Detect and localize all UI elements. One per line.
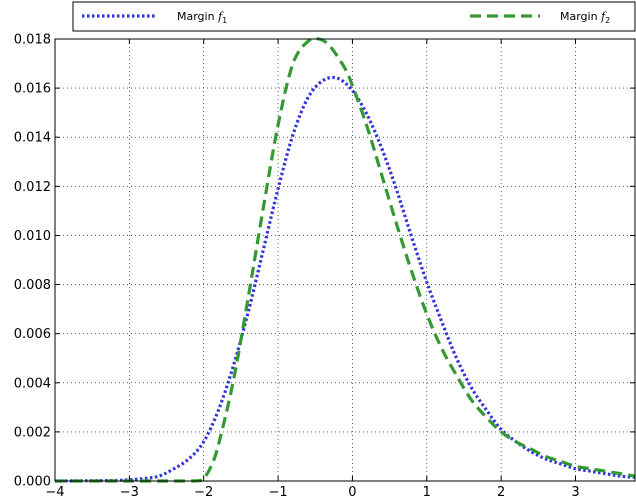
y-tick-label: 0.006 [14,327,51,342]
legend-box [72,1,636,32]
x-tick-label: −1 [268,485,287,500]
x-tick-label: −4 [45,485,64,500]
x-tick-label: 3 [571,485,579,500]
y-tick-label: 0.016 [14,82,51,97]
y-tick-label: 0.018 [14,33,51,48]
x-tick-label: 1 [423,485,431,500]
series-line-2 [55,36,636,483]
grid-layer [54,38,635,482]
y-tick-label: 0.000 [14,475,51,490]
plot-frame [54,38,636,482]
legend-label-1: Margin f1 [177,10,227,25]
y-tick-label: 0.004 [14,376,51,391]
y-tick-label: 0.010 [14,229,51,244]
y-tick-label: 0.014 [14,131,51,146]
y-tick-label: 0.002 [14,425,51,440]
legend-label-2: Margin f2 [560,10,610,25]
series-line-1 [54,75,636,483]
x-tick-label: 0 [348,485,356,500]
y-tick-label: 0.008 [14,278,51,293]
x-tick-label: 2 [497,485,505,500]
x-tick-label: −3 [120,485,139,500]
y-tick-label: 0.012 [14,180,51,195]
x-tick-label: −2 [194,485,213,500]
ticks-layer: −4 −3 −2 −1 0 1 2 3 0.000 0.002 0.004 0.006 0.008 0.0… [14,33,635,500]
legend: Margin f1 Margin f2 [72,1,636,32]
series-layer [54,36,636,483]
